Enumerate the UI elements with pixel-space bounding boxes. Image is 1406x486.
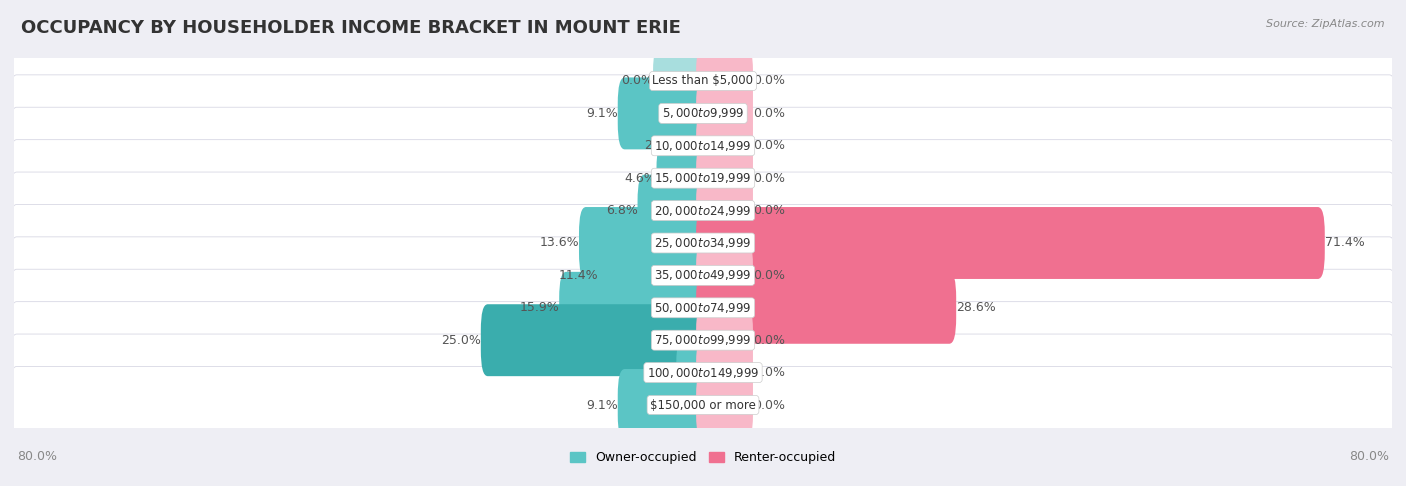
Text: $15,000 to $19,999: $15,000 to $19,999 (654, 171, 752, 185)
Text: 25.0%: 25.0% (441, 334, 481, 347)
FancyBboxPatch shape (617, 77, 710, 149)
FancyBboxPatch shape (10, 107, 1396, 184)
FancyBboxPatch shape (10, 269, 1396, 347)
FancyBboxPatch shape (696, 77, 754, 149)
FancyBboxPatch shape (598, 240, 710, 312)
Text: 0.0%: 0.0% (754, 334, 785, 347)
FancyBboxPatch shape (10, 302, 1396, 379)
FancyBboxPatch shape (560, 272, 710, 344)
FancyBboxPatch shape (696, 110, 754, 182)
FancyBboxPatch shape (637, 174, 710, 246)
FancyBboxPatch shape (10, 205, 1396, 281)
Text: $150,000 or more: $150,000 or more (650, 399, 756, 412)
Text: 13.6%: 13.6% (540, 237, 579, 249)
Text: $20,000 to $24,999: $20,000 to $24,999 (654, 204, 752, 218)
FancyBboxPatch shape (10, 42, 1396, 120)
FancyBboxPatch shape (10, 366, 1396, 444)
Text: $5,000 to $9,999: $5,000 to $9,999 (662, 106, 744, 121)
Text: 9.1%: 9.1% (586, 107, 617, 120)
FancyBboxPatch shape (617, 369, 710, 441)
Text: $35,000 to $49,999: $35,000 to $49,999 (654, 268, 752, 282)
Text: 0.0%: 0.0% (754, 107, 785, 120)
FancyBboxPatch shape (696, 174, 754, 246)
Text: 11.4%: 11.4% (558, 269, 598, 282)
Text: 15.9%: 15.9% (519, 301, 560, 314)
FancyBboxPatch shape (696, 207, 1324, 279)
FancyBboxPatch shape (696, 337, 754, 409)
Text: 2.3%: 2.3% (644, 139, 676, 152)
Text: Source: ZipAtlas.com: Source: ZipAtlas.com (1267, 19, 1385, 30)
Text: 80.0%: 80.0% (1350, 451, 1389, 463)
Text: 0.0%: 0.0% (754, 172, 785, 185)
Text: 0.0%: 0.0% (754, 399, 785, 412)
FancyBboxPatch shape (696, 45, 754, 117)
Text: Less than $5,000: Less than $5,000 (652, 74, 754, 87)
Text: 71.4%: 71.4% (1324, 237, 1364, 249)
Text: 0.0%: 0.0% (754, 74, 785, 87)
FancyBboxPatch shape (676, 337, 710, 409)
FancyBboxPatch shape (10, 237, 1396, 314)
FancyBboxPatch shape (579, 207, 710, 279)
FancyBboxPatch shape (10, 75, 1396, 152)
Text: 2.3%: 2.3% (644, 366, 676, 379)
Text: 0.0%: 0.0% (754, 269, 785, 282)
FancyBboxPatch shape (696, 142, 754, 214)
Legend: Owner-occupied, Renter-occupied: Owner-occupied, Renter-occupied (565, 447, 841, 469)
Text: $75,000 to $99,999: $75,000 to $99,999 (654, 333, 752, 347)
Text: $50,000 to $74,999: $50,000 to $74,999 (654, 301, 752, 315)
FancyBboxPatch shape (652, 45, 710, 117)
FancyBboxPatch shape (696, 369, 754, 441)
Text: 6.8%: 6.8% (606, 204, 637, 217)
FancyBboxPatch shape (696, 304, 754, 376)
Text: 4.6%: 4.6% (624, 172, 657, 185)
Text: 0.0%: 0.0% (621, 74, 652, 87)
FancyBboxPatch shape (657, 142, 710, 214)
Text: 0.0%: 0.0% (754, 139, 785, 152)
Text: OCCUPANCY BY HOUSEHOLDER INCOME BRACKET IN MOUNT ERIE: OCCUPANCY BY HOUSEHOLDER INCOME BRACKET … (21, 19, 681, 37)
Text: 0.0%: 0.0% (754, 366, 785, 379)
Text: $100,000 to $149,999: $100,000 to $149,999 (647, 365, 759, 380)
FancyBboxPatch shape (481, 304, 710, 376)
Text: 9.1%: 9.1% (586, 399, 617, 412)
Text: 80.0%: 80.0% (17, 451, 56, 463)
FancyBboxPatch shape (696, 272, 956, 344)
FancyBboxPatch shape (10, 139, 1396, 217)
Text: 28.6%: 28.6% (956, 301, 995, 314)
FancyBboxPatch shape (10, 334, 1396, 411)
FancyBboxPatch shape (676, 110, 710, 182)
FancyBboxPatch shape (10, 172, 1396, 249)
Text: $25,000 to $34,999: $25,000 to $34,999 (654, 236, 752, 250)
Text: 0.0%: 0.0% (754, 204, 785, 217)
FancyBboxPatch shape (696, 240, 754, 312)
Text: $10,000 to $14,999: $10,000 to $14,999 (654, 139, 752, 153)
